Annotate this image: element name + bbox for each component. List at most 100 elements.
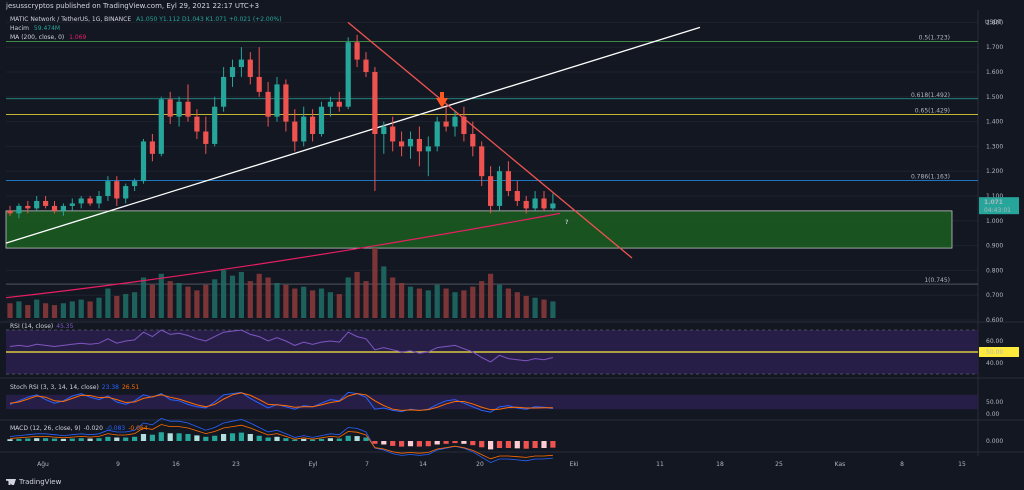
stoch-d-value: 26.51 xyxy=(121,384,140,391)
rsi-tick-label: 40.00 xyxy=(986,360,1003,367)
macd-histogram-bar xyxy=(149,434,155,441)
candle-body xyxy=(541,198,547,209)
macd-v1: -0.020 xyxy=(83,425,103,432)
candle-body xyxy=(416,138,422,152)
candle-body xyxy=(212,106,218,144)
volume-bar xyxy=(229,275,236,318)
candle-body xyxy=(452,116,458,127)
price-tick-label: 0.800 xyxy=(986,267,1003,274)
candle-body xyxy=(470,134,476,147)
rsi-highlight-label: 50.00 xyxy=(986,349,1003,356)
time-tick-label: 20 xyxy=(476,461,484,468)
volume-bar xyxy=(496,284,503,318)
macd-histogram-bar xyxy=(185,434,191,441)
symbol-legend[interactable]: MATIC Network / TetherUS, 1G, BINANCE A1… xyxy=(10,16,285,23)
volume-bar xyxy=(407,286,414,318)
candle-body xyxy=(443,121,449,127)
stoch-legend[interactable]: Stoch RSI (3, 3, 14, 14, close) 23.38 26.5… xyxy=(10,384,139,391)
candle-body xyxy=(434,121,440,147)
rsi-legend[interactable]: RSI (14, close) 45.35 xyxy=(10,323,73,330)
macd-histogram-bar xyxy=(238,432,244,441)
time-tick-label: 25 xyxy=(775,461,783,468)
candle-body xyxy=(123,186,129,199)
macd-histogram-bar xyxy=(203,436,209,441)
volume-bar xyxy=(541,299,547,318)
macd-histogram-bar xyxy=(292,439,298,441)
macd-histogram-bar xyxy=(301,438,307,441)
volume-bar xyxy=(318,288,325,318)
volume-value: 59.474M xyxy=(33,25,61,32)
volume-bar xyxy=(51,305,58,318)
price-tick-label: 1.200 xyxy=(986,168,1003,175)
candle-body xyxy=(372,72,378,134)
volume-bar xyxy=(149,284,155,318)
time-tick-label: Kas xyxy=(835,461,846,468)
volume-bar xyxy=(167,281,173,318)
price-tick-label: 0.700 xyxy=(986,292,1003,299)
stoch-k-value: 23.38 xyxy=(101,384,119,391)
fib-level-label: 0.786(1.163) xyxy=(911,173,950,180)
macd-histogram-bar xyxy=(318,438,325,441)
macd-histogram-bar xyxy=(479,441,485,448)
volume-bar xyxy=(132,292,138,318)
candle-body xyxy=(78,198,84,204)
candle-body xyxy=(203,131,209,144)
volume-bar xyxy=(292,288,298,318)
currency-label: USDT xyxy=(985,19,1002,26)
fib-level-label: 0.618(1.492) xyxy=(911,92,950,99)
candle-body xyxy=(496,171,503,206)
volume-bar xyxy=(43,303,49,318)
countdown-label: 04:43:01 xyxy=(984,207,1011,214)
candle-body xyxy=(43,200,49,206)
macd-histogram-bar xyxy=(399,441,405,447)
macd-histogram-bar xyxy=(212,435,218,441)
candle-body xyxy=(69,203,75,206)
fib-level-label: 1(0.745) xyxy=(924,277,950,284)
macd-histogram-bar xyxy=(256,435,262,441)
volume-bar xyxy=(310,290,316,318)
symbol-name: MATIC Network / TetherUS, 1G, BINANCE xyxy=(10,16,132,23)
macd-legend[interactable]: MACD (12, 26, close, 9) -0.020 -0.083 -0.06… xyxy=(10,425,148,432)
ascending-trendline xyxy=(5,26,701,244)
rsi-value: 45.35 xyxy=(56,323,74,330)
macd-histogram-bar xyxy=(505,441,511,448)
macd-histogram-bar xyxy=(283,438,289,441)
volume-bar xyxy=(78,299,84,318)
candle-body xyxy=(34,200,40,209)
volume-bar xyxy=(514,292,520,318)
macd-histogram-bar xyxy=(140,434,147,441)
candle-body xyxy=(505,171,511,192)
macd-histogram-bar xyxy=(229,433,236,441)
time-tick-label: Ağu xyxy=(37,461,49,468)
candle-body xyxy=(292,121,298,142)
volume-bar xyxy=(488,273,494,318)
macd-histogram-bar xyxy=(532,441,538,448)
volume-bar xyxy=(25,305,31,318)
volume-bar xyxy=(7,303,13,318)
candle-body xyxy=(140,141,147,182)
volume-bar xyxy=(203,284,209,318)
down-arrow-marker xyxy=(436,92,448,108)
macd-histogram-bar xyxy=(69,438,75,441)
candle-body xyxy=(399,141,405,147)
macd-histogram-bar xyxy=(354,436,360,441)
price-tick-label: 1.800 xyxy=(986,19,1003,26)
candle-body xyxy=(265,91,271,117)
volume-legend[interactable]: Hacim 59.474M xyxy=(10,25,63,32)
volume-bar xyxy=(381,266,387,318)
candle-body xyxy=(318,106,325,134)
volume-bar xyxy=(123,294,129,318)
time-tick-label: 16 xyxy=(172,461,180,468)
macd-histogram-bar xyxy=(78,438,84,441)
price-tick-label: 1.300 xyxy=(986,143,1003,150)
time-tick-label: 15 xyxy=(958,461,966,468)
volume-bar xyxy=(194,290,200,318)
ma-legend[interactable]: MA (200, close, 0) 1.069 xyxy=(10,34,89,41)
support-zone xyxy=(5,210,953,249)
fib-level-label: 0.65(1.429) xyxy=(915,107,950,114)
tradingview-brand[interactable]: TradingView xyxy=(6,478,61,486)
candle-body xyxy=(51,205,58,211)
price-tick-label: 1.000 xyxy=(986,218,1003,225)
candle-body xyxy=(479,146,485,177)
